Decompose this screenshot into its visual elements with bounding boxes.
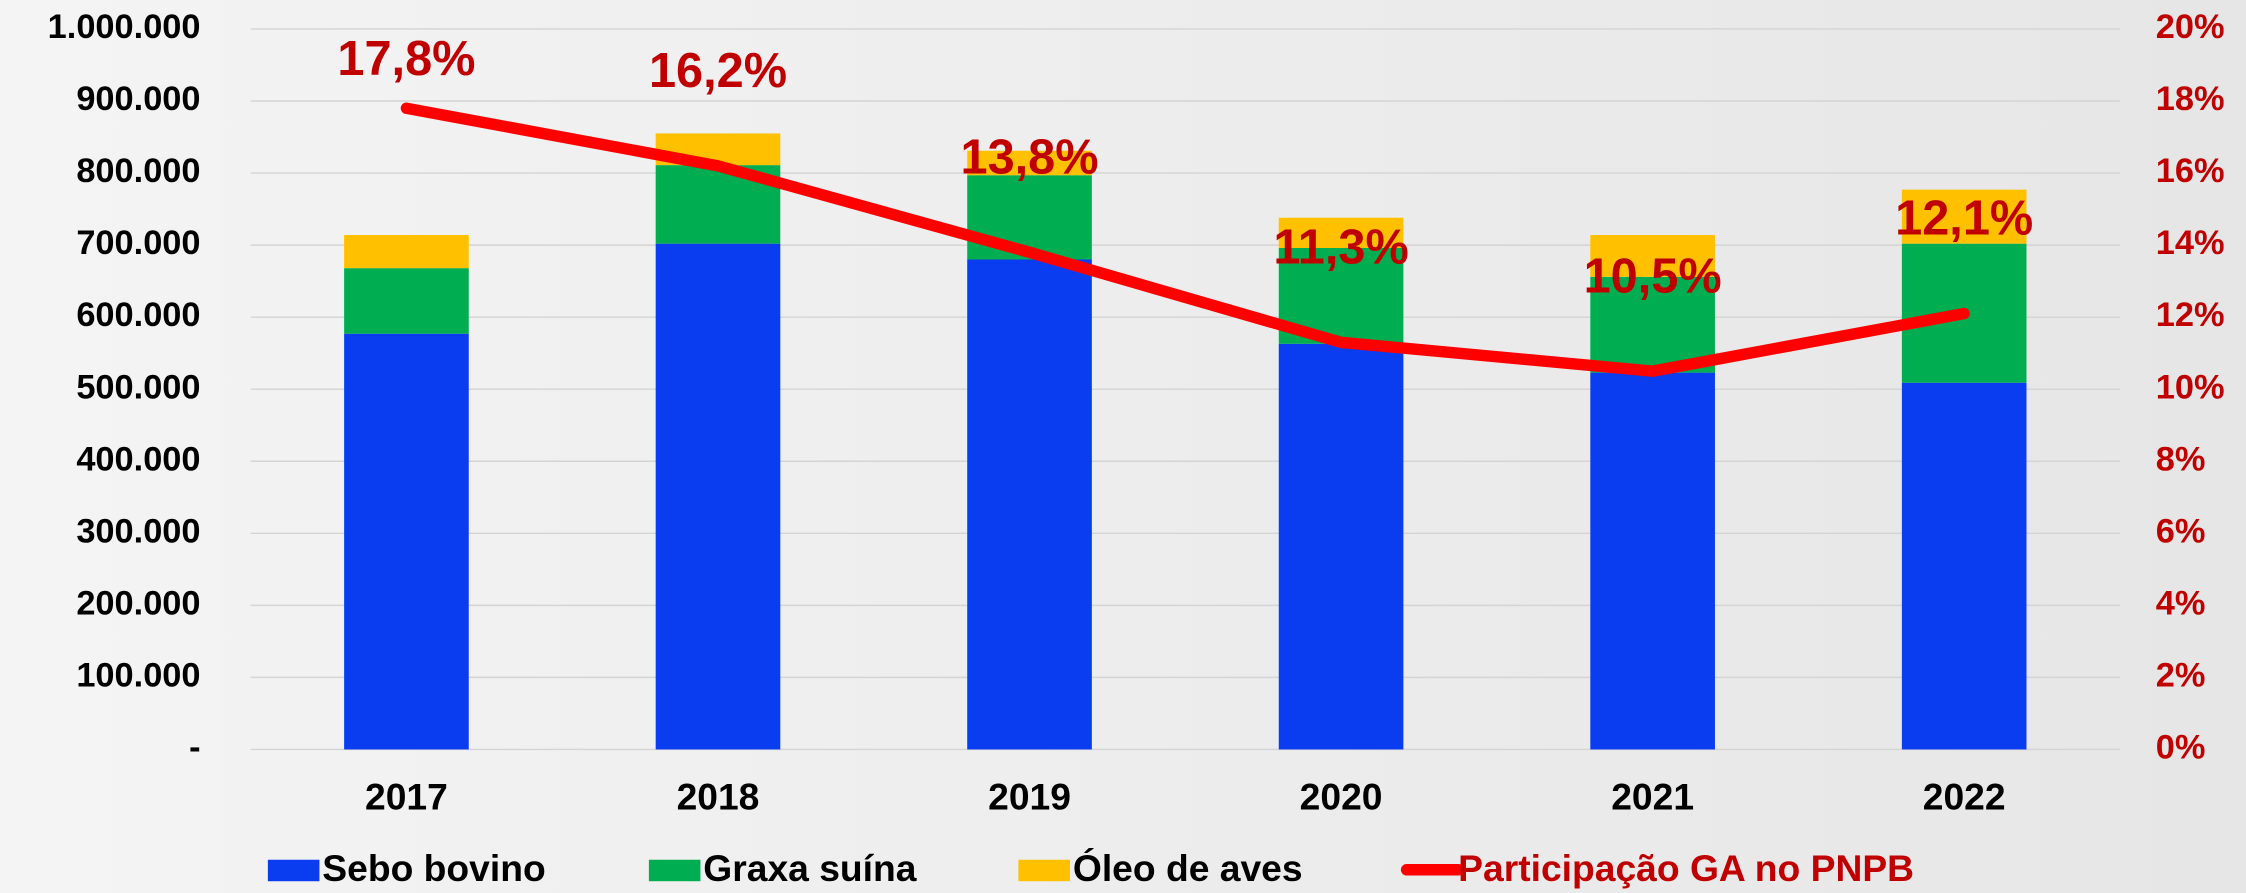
y-tick-label: 200.000 <box>76 584 200 622</box>
x-tick-label: 2022 <box>1923 775 2006 817</box>
legend-label: Participação GA no PNPB <box>1458 847 1914 889</box>
y2-tick-label: 8% <box>2156 440 2206 478</box>
bar-segment <box>655 243 781 750</box>
bar-segment <box>1590 235 1715 277</box>
data-label: 13,8% <box>961 130 1099 184</box>
y-tick-label: 700.000 <box>76 224 200 262</box>
data-label: 17,8% <box>337 32 475 86</box>
y-tick-label: 900.000 <box>76 80 200 118</box>
y2-tick-label: 10% <box>2156 368 2225 406</box>
bar-segment <box>344 268 469 334</box>
x-tick-label: 2021 <box>1611 775 1694 817</box>
bar-segment <box>1901 189 2027 244</box>
bar-segment <box>1901 382 2027 750</box>
y2-tick-label: 12% <box>2156 296 2225 334</box>
y2-tick-label: 16% <box>2156 152 2225 190</box>
x-tick-label: 2018 <box>677 775 760 817</box>
legend-swatch <box>1018 859 1071 882</box>
legend-swatch <box>648 859 701 882</box>
legend-label: Óleo de aves <box>1073 847 1303 889</box>
bar-segment <box>1278 217 1404 248</box>
data-label: 12,1% <box>1895 192 2033 246</box>
y2-tick-label: 18% <box>2156 80 2225 118</box>
y2-tick-label: 6% <box>2156 512 2206 550</box>
bar-segment <box>1590 276 1715 373</box>
y-tick-label: 500.000 <box>76 368 200 406</box>
y-tick-label: 600.000 <box>76 296 200 334</box>
legend-swatch <box>267 859 320 882</box>
x-tick-label: 2019 <box>988 775 1071 817</box>
y-tick-label: 400.000 <box>76 440 200 478</box>
bar-segment <box>1278 343 1404 750</box>
bar-segment <box>344 333 469 750</box>
bar-segment <box>344 235 469 269</box>
y2-tick-label: 20% <box>2156 8 2225 46</box>
y2-tick-label: 14% <box>2156 224 2225 262</box>
line <box>400 102 1970 377</box>
y2-tick-label: 2% <box>2156 656 2206 694</box>
y-tick-label: 800.000 <box>76 152 200 190</box>
y2-tick-label: 0% <box>2156 729 2206 767</box>
y-tick-label: 1.000.000 <box>48 8 201 46</box>
y-tick-label: 300.000 <box>76 512 200 550</box>
data-label: 11,3% <box>1273 221 1408 275</box>
x-tick-label: 2017 <box>365 775 448 817</box>
legend-label: Sebo bovino <box>322 847 545 889</box>
y2-tick-label: 4% <box>2156 584 2206 622</box>
legend-label: Graxa suína <box>703 847 916 889</box>
data-label: 16,2% <box>649 44 787 98</box>
bar-segment <box>967 150 1092 176</box>
bar-segment <box>1590 372 1715 750</box>
bar-segment <box>967 259 1092 750</box>
x-tick-label: 2020 <box>1300 775 1383 817</box>
data-label: 10,5% <box>1584 249 1722 303</box>
y-tick-label: - <box>189 729 200 767</box>
y-tick-label: 100.000 <box>76 656 200 694</box>
